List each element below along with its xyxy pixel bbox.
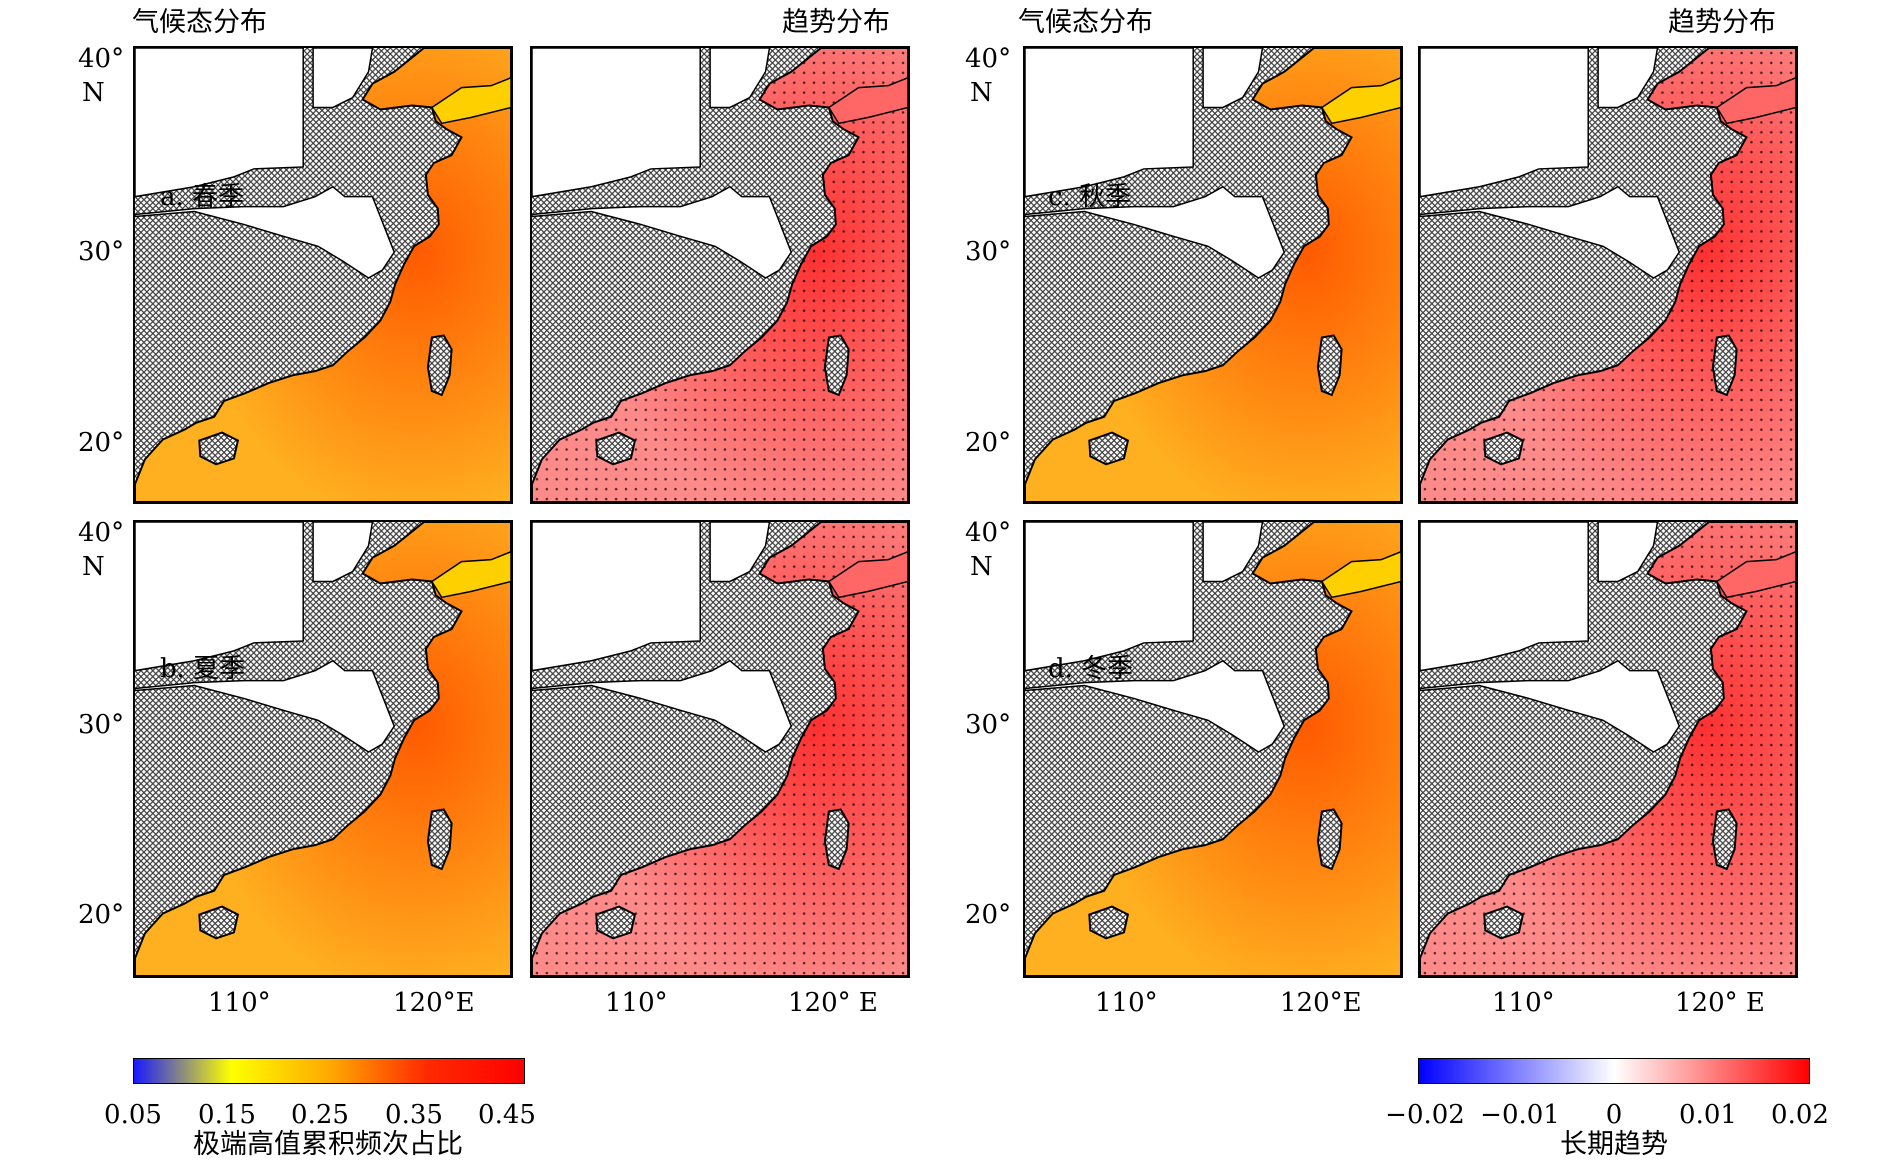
lat-tick-40-bottom-left: 40° — [78, 518, 125, 548]
lon-tick-110-clim-right: 110° — [1095, 988, 1158, 1018]
lat-tick-40-bottom-right: 40° — [965, 518, 1012, 548]
colorbar-left-tick-3: 0.35 — [385, 1100, 443, 1130]
lat-n-top-left: N — [82, 78, 105, 108]
colorbar-left-title: 极端高值累积频次占比 — [193, 1129, 463, 1160]
lat-tick-40-top-right: 40° — [965, 44, 1012, 74]
lat-tick-30-top-left: 30° — [78, 237, 125, 267]
lon-tick-110-trend-left: 110° — [605, 988, 668, 1018]
map-panel-summer-trend — [530, 520, 910, 978]
lat-n-bottom-left: N — [82, 552, 105, 582]
colorbar-right-tick-4: 0.02 — [1771, 1100, 1829, 1130]
lat-tick-20-top-right: 20° — [965, 428, 1012, 458]
map-panel-spring-climatology — [133, 46, 513, 504]
colorbar-left-tick-1: 0.15 — [198, 1100, 256, 1130]
lon-tick-120-clim-right: 120°E — [1280, 988, 1362, 1018]
panel-label-spring: a. 春季 — [160, 182, 245, 212]
header-right-trend: 趋势分布 — [1668, 7, 1776, 38]
panel-label-winter: d. 冬季 — [1048, 654, 1134, 684]
lon-tick-110-clim-left: 110° — [208, 988, 271, 1018]
colorbar-right-tick-3: 0.01 — [1679, 1100, 1737, 1130]
map-panel-winter-climatology — [1023, 520, 1403, 978]
lon-tick-120-trend-left: 120° E — [788, 988, 878, 1018]
panel-label-summer: b. 夏季 — [160, 654, 246, 684]
colorbar-left-tick-4: 0.45 — [478, 1100, 536, 1130]
colorbar-right-tick-1: −0.01 — [1480, 1100, 1560, 1130]
lat-tick-40-top-left: 40° — [78, 44, 125, 74]
lon-tick-120-clim-left: 120°E — [393, 988, 475, 1018]
header-left-trend: 趋势分布 — [782, 7, 890, 38]
map-panel-winter-trend — [1418, 520, 1798, 978]
colorbar-trend — [1418, 1058, 1810, 1084]
lat-tick-20-bottom-right: 20° — [965, 900, 1012, 930]
lat-tick-30-bottom-right: 30° — [965, 710, 1012, 740]
lat-tick-20-bottom-left: 20° — [78, 900, 125, 930]
lat-tick-30-top-right: 30° — [965, 237, 1012, 267]
lat-tick-20-top-left: 20° — [78, 428, 125, 458]
lat-n-top-right: N — [970, 78, 993, 108]
colorbar-climatology — [133, 1058, 525, 1084]
map-panel-spring-trend — [530, 46, 910, 504]
colorbar-left-tick-2: 0.25 — [291, 1100, 349, 1130]
lon-tick-110-trend-right: 110° — [1492, 988, 1555, 1018]
colorbar-right-tick-0: −0.02 — [1385, 1100, 1465, 1130]
header-left-climatology: 气候态分布 — [132, 7, 267, 38]
map-panel-autumn-climatology — [1023, 46, 1403, 504]
lat-tick-30-bottom-left: 30° — [78, 710, 125, 740]
colorbar-right-tick-2: 0 — [1605, 1100, 1623, 1130]
map-panel-summer-climatology — [133, 520, 513, 978]
lat-n-bottom-right: N — [970, 552, 993, 582]
lon-tick-120-trend-right: 120° E — [1675, 988, 1765, 1018]
map-panel-autumn-trend — [1418, 46, 1798, 504]
header-right-climatology: 气候态分布 — [1018, 7, 1153, 38]
colorbar-left-tick-0: 0.05 — [104, 1100, 162, 1130]
panel-label-autumn: c. 秋季 — [1048, 182, 1132, 212]
colorbar-right-title: 长期趋势 — [1560, 1129, 1668, 1160]
